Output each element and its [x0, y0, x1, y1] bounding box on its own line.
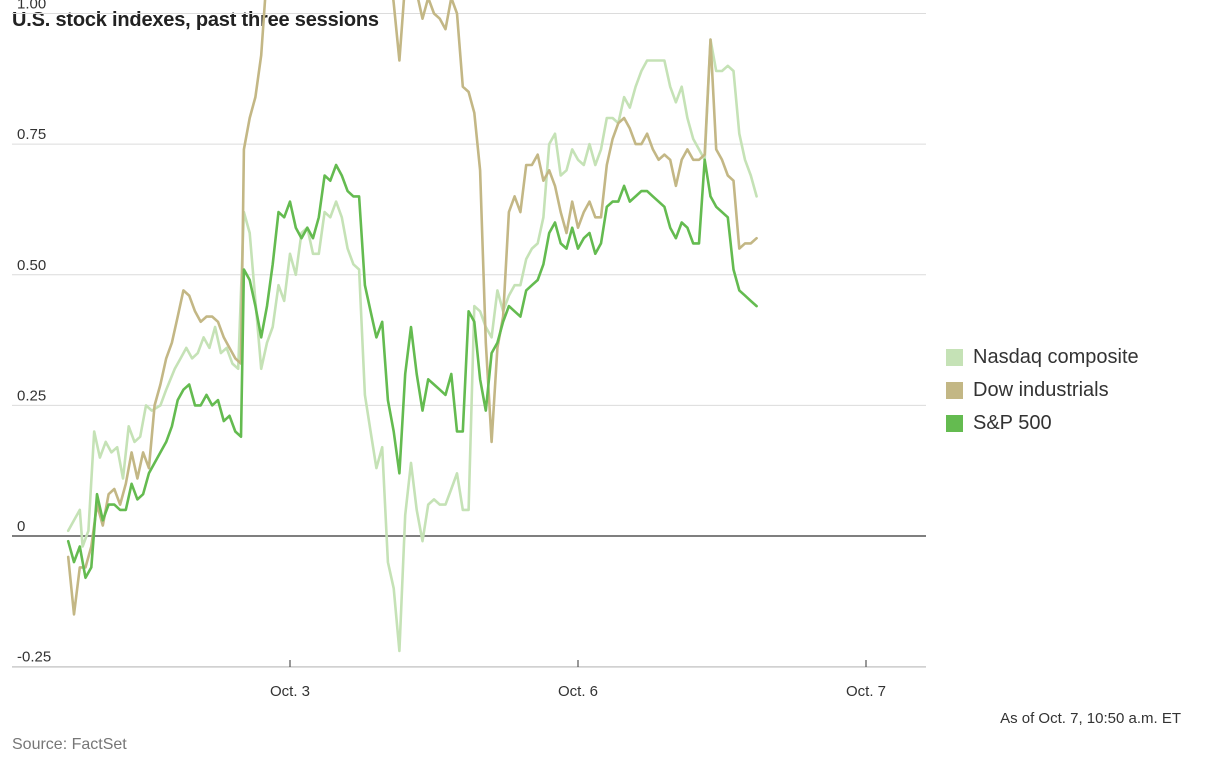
legend-label-dow: Dow industrials: [973, 379, 1109, 401]
legend-swatch-dow: [946, 382, 963, 399]
x-tick-label: Oct. 6: [558, 683, 598, 700]
x-tick-label: Oct. 3: [270, 683, 310, 700]
series-line-nasdaq-composite: [66, 38, 758, 653]
series-line-dow-industrials: [66, 0, 758, 616]
x-tick-label: Oct. 7: [846, 683, 886, 700]
legend-item-sp500: S&P 500: [946, 407, 1139, 440]
grid-layer: [12, 13, 926, 668]
y-tick-label: 0.25: [17, 387, 46, 404]
source-note: Source: FactSet: [12, 736, 127, 753]
legend-swatch-sp500: [946, 415, 963, 432]
y-tick-label: 0.75: [17, 126, 46, 143]
y-axis-labels: 1.75%1.501.251.000.750.500.250-0.25-0.50: [17, 0, 51, 666]
legend-label-nasdaq: Nasdaq composite: [973, 346, 1139, 368]
legend-item-nasdaq: Nasdaq composite: [946, 341, 1139, 374]
y-tick-label: -0.25: [17, 649, 51, 666]
legend: Nasdaq composite Dow industrials S&P 500: [946, 341, 1139, 440]
series-line-s-p-500: [66, 158, 758, 580]
series-layer: [66, 0, 758, 653]
timestamp-note: As of Oct. 7, 10:50 a.m. ET: [1000, 710, 1181, 727]
y-tick-label: 0: [17, 518, 25, 535]
legend-label-sp500: S&P 500: [973, 412, 1052, 434]
legend-item-dow: Dow industrials: [946, 374, 1139, 407]
y-tick-label: 0.50: [17, 257, 46, 274]
chart-title: U.S. stock indexes, past three sessions: [12, 9, 379, 31]
x-axis-labels: Oct. 3 Oct. 6 Oct. 7: [270, 660, 886, 700]
legend-swatch-nasdaq: [946, 349, 963, 366]
y-tick-label: 1.00: [17, 0, 46, 13]
